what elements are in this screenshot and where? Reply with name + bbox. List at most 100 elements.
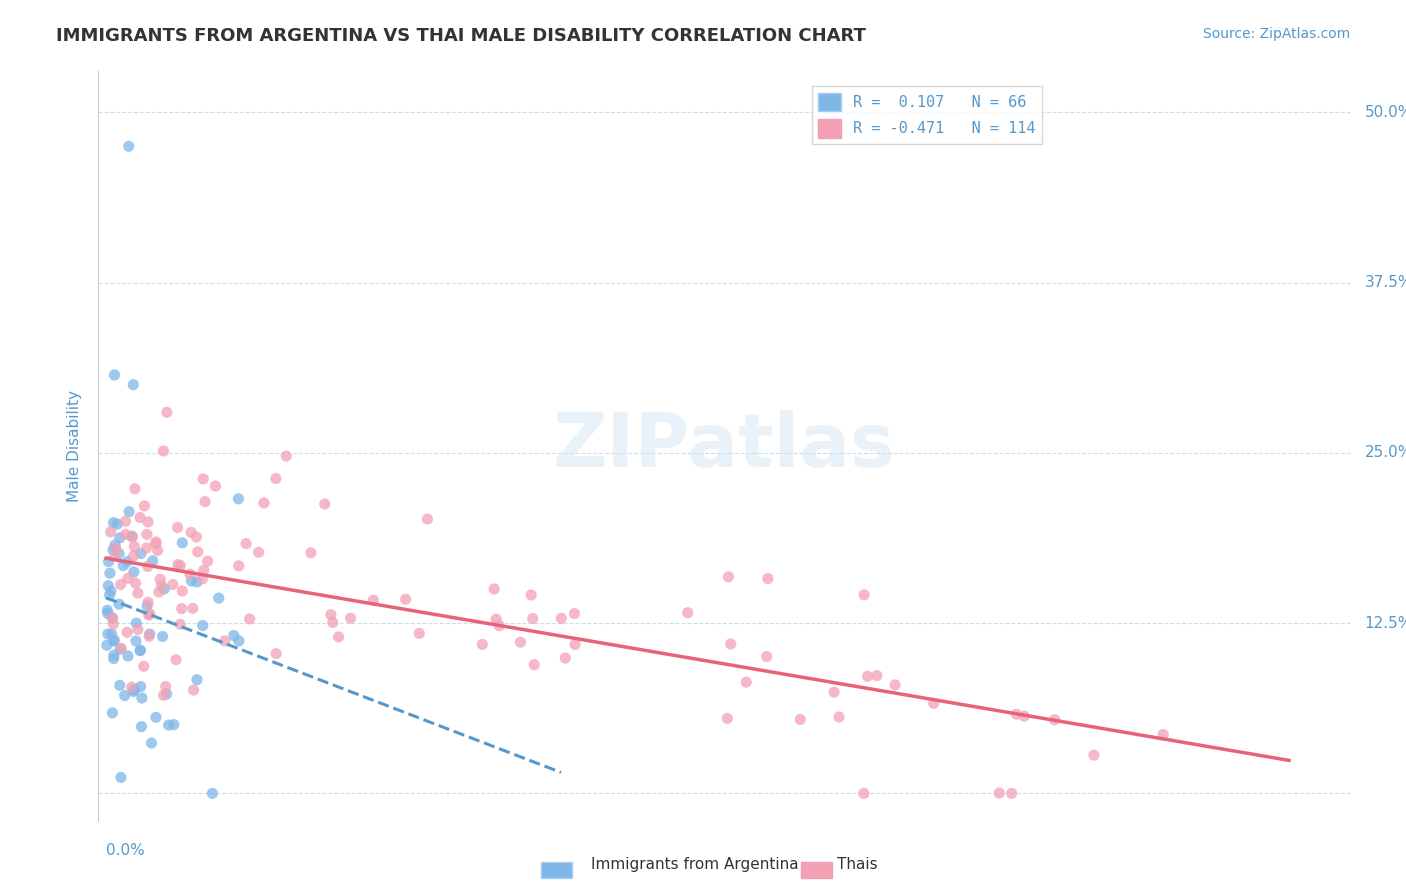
Point bbox=[97, 627, 120, 641]
Point bbox=[103, 633, 125, 648]
Point bbox=[264, 647, 287, 661]
Point bbox=[416, 512, 439, 526]
Point bbox=[1152, 727, 1174, 741]
Point bbox=[314, 497, 336, 511]
Point bbox=[97, 607, 120, 621]
Point bbox=[988, 786, 1011, 800]
Point bbox=[181, 601, 204, 615]
Point bbox=[1043, 713, 1066, 727]
Point bbox=[720, 637, 742, 651]
Point bbox=[866, 668, 889, 682]
Point bbox=[853, 588, 876, 602]
Point bbox=[103, 634, 125, 648]
Y-axis label: Male Disability: Male Disability bbox=[67, 390, 83, 502]
Point bbox=[117, 648, 139, 663]
Point bbox=[118, 505, 141, 519]
Point bbox=[117, 555, 139, 569]
Point bbox=[100, 627, 122, 641]
Point bbox=[135, 541, 157, 555]
Point bbox=[191, 572, 214, 586]
Point bbox=[103, 516, 125, 530]
Point bbox=[522, 611, 544, 625]
Point bbox=[124, 540, 146, 554]
Point bbox=[132, 659, 155, 673]
Point bbox=[138, 627, 160, 641]
Point bbox=[169, 558, 191, 573]
Point bbox=[141, 736, 163, 750]
Point bbox=[145, 535, 167, 549]
Text: 25.0%: 25.0% bbox=[1365, 445, 1406, 460]
Point bbox=[163, 717, 186, 731]
Point bbox=[735, 675, 758, 690]
Point bbox=[139, 607, 162, 621]
Point bbox=[1001, 786, 1024, 800]
Point bbox=[156, 687, 179, 701]
Point bbox=[121, 529, 143, 543]
Point bbox=[204, 479, 226, 493]
Point bbox=[322, 615, 344, 630]
Point bbox=[101, 611, 124, 625]
Point bbox=[156, 405, 179, 419]
Point bbox=[509, 635, 531, 649]
Point bbox=[138, 629, 160, 643]
Point bbox=[363, 593, 385, 607]
Point bbox=[186, 530, 208, 544]
Point bbox=[299, 546, 322, 560]
Point bbox=[98, 566, 121, 581]
Point bbox=[852, 786, 875, 800]
Point bbox=[169, 617, 191, 632]
Point bbox=[122, 565, 145, 579]
Point bbox=[121, 530, 143, 544]
Point bbox=[122, 684, 145, 698]
Point bbox=[103, 617, 125, 632]
Point bbox=[142, 554, 165, 568]
Point bbox=[150, 578, 173, 592]
Point bbox=[114, 527, 136, 541]
Point bbox=[395, 592, 418, 607]
Point bbox=[114, 514, 136, 528]
Point bbox=[228, 491, 250, 506]
Point bbox=[471, 637, 494, 651]
Point bbox=[115, 625, 138, 640]
Point bbox=[122, 377, 145, 392]
Point bbox=[131, 720, 153, 734]
Point bbox=[253, 496, 276, 510]
Point bbox=[104, 541, 127, 555]
Point bbox=[339, 611, 361, 625]
Point bbox=[97, 555, 120, 569]
Point bbox=[550, 611, 572, 625]
Point bbox=[554, 651, 576, 665]
Text: 0.0%: 0.0% bbox=[105, 843, 145, 858]
Point bbox=[138, 608, 160, 623]
Point bbox=[136, 599, 159, 613]
Point bbox=[125, 616, 148, 631]
Point bbox=[131, 691, 153, 706]
Text: 50.0%: 50.0% bbox=[1365, 104, 1406, 120]
Point bbox=[108, 546, 131, 560]
Point bbox=[214, 634, 236, 648]
Point bbox=[129, 547, 152, 561]
Point bbox=[183, 683, 205, 698]
Point bbox=[488, 619, 510, 633]
Point bbox=[136, 515, 159, 529]
Point bbox=[100, 524, 122, 539]
Text: 37.5%: 37.5% bbox=[1365, 275, 1406, 290]
Point bbox=[239, 612, 262, 626]
Point bbox=[172, 536, 194, 550]
Text: Source: ZipAtlas.com: Source: ZipAtlas.com bbox=[1202, 27, 1350, 41]
Point bbox=[520, 588, 543, 602]
Point bbox=[124, 576, 146, 591]
Point bbox=[101, 706, 124, 720]
Point bbox=[145, 710, 167, 724]
Point bbox=[112, 558, 135, 573]
Point bbox=[328, 630, 350, 644]
Text: Thais: Thais bbox=[837, 857, 877, 872]
Point bbox=[172, 584, 194, 599]
Point bbox=[129, 643, 152, 657]
Point bbox=[152, 688, 174, 702]
Point bbox=[129, 680, 152, 694]
Point bbox=[101, 542, 124, 557]
Point bbox=[186, 673, 208, 687]
Point bbox=[194, 494, 217, 508]
Point bbox=[1012, 709, 1035, 723]
